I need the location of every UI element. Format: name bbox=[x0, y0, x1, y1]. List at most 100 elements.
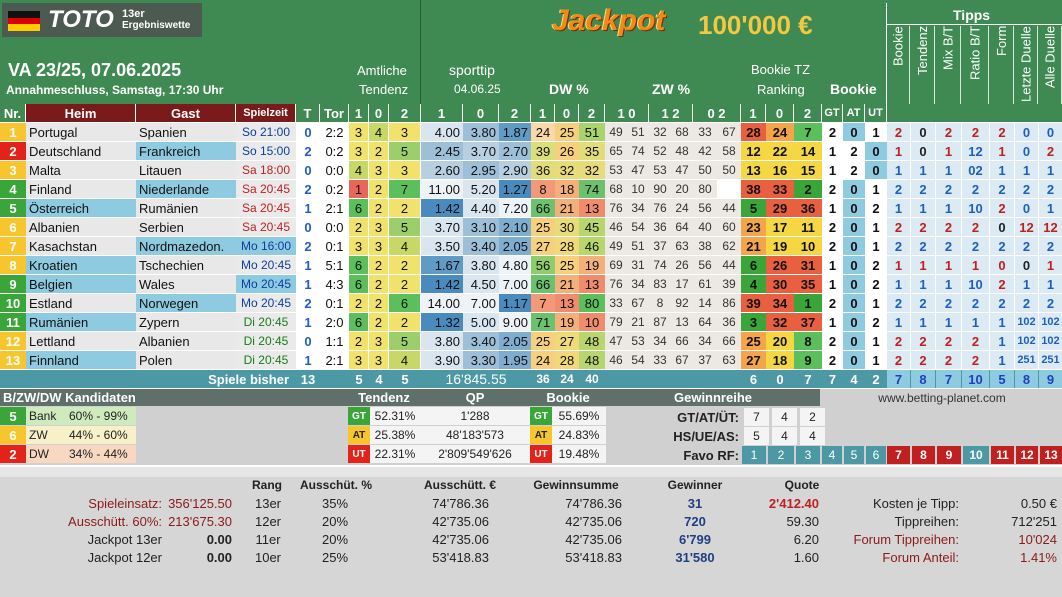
tipp-0: 2 bbox=[887, 294, 910, 312]
toto-logo: TOTO bbox=[48, 6, 114, 33]
away-team: Frankreich bbox=[136, 142, 236, 160]
table-row[interactable]: 7 Kasachstan Nordmazedon. Mo 16:00 2 0:1 3 3 4 3.… bbox=[0, 237, 1062, 256]
col-d0: 0 bbox=[555, 104, 579, 122]
zw-pct-1: 74 bbox=[627, 142, 649, 160]
bookie-group-2: 1 bbox=[865, 237, 887, 255]
favo-rf-11: 11 bbox=[991, 446, 1014, 464]
table-row[interactable]: 12 Lettland Albanien Di 20:45 0 1:1 2 3 5 3.80 3.4… bbox=[0, 332, 1062, 351]
zw-pct-0: 49 bbox=[605, 123, 627, 141]
table-row[interactable]: 1 Portugal Spanien So 21:00 0 2:2 3 4 3 4.00 3.80 1… bbox=[0, 123, 1062, 142]
bookie-tz-2: 36 bbox=[794, 199, 822, 217]
zw-pct-5: 44 bbox=[717, 199, 741, 217]
tipp-2: 1 bbox=[936, 313, 961, 331]
tipp-3: 2 bbox=[962, 332, 989, 350]
table-row[interactable]: 10 Estland Norwegen Mo 20:45 2 0:1 2 2 6 14.00 7.0… bbox=[0, 294, 1062, 313]
table-row[interactable]: 2 Deutschland Frankreich So 15:00 2 0:2 3 2 5 2.4… bbox=[0, 142, 1062, 161]
odds-2: 4.80 bbox=[499, 256, 531, 274]
table-row[interactable]: 8 Kroatien Tschechien Mo 20:45 1 5:1 6 2 2 1.67 3.… bbox=[0, 256, 1062, 275]
away-team: Albanien bbox=[136, 332, 236, 350]
bisher-tendenz-2: 5 bbox=[401, 371, 409, 387]
bookie-group-0: 2 bbox=[822, 294, 843, 312]
dw-pct-2: 51 bbox=[579, 123, 605, 141]
table-row[interactable]: 11 Rumänien Zypern Di 20:45 1 2:0 6 2 2 1.32 5.00 9… bbox=[0, 313, 1062, 332]
bookie-tz-1: 34 bbox=[766, 294, 794, 312]
odds-2: 2.05 bbox=[499, 332, 531, 350]
tipp-1: 2 bbox=[911, 218, 935, 236]
row-number: 3 bbox=[0, 161, 26, 179]
tendenz-value: 1 bbox=[296, 199, 320, 217]
bisher-g-0: 7 bbox=[828, 371, 837, 387]
tipp-0: 2 bbox=[887, 180, 910, 198]
odds-1: 5.20 bbox=[463, 180, 499, 198]
tipp-2: 2 bbox=[936, 294, 961, 312]
table-row[interactable]: 6 Albanien Serbien Sa 20:45 0 0:0 2 3 5 3.70 3.10 2… bbox=[0, 218, 1062, 237]
favo-rf-12: 12 bbox=[1016, 446, 1038, 464]
dw-pct-0: 71 bbox=[531, 313, 555, 331]
payout-gewinner: 720 bbox=[684, 514, 706, 529]
tipp-3: 2 bbox=[962, 294, 989, 312]
kickoff-time: Di 20:45 bbox=[236, 313, 296, 331]
tendenz-0: 2 bbox=[349, 218, 369, 236]
tipp-3: 10 bbox=[962, 199, 989, 217]
tipps-header-7: Alle Duelle bbox=[1039, 26, 1062, 104]
tipp-4: 1 bbox=[990, 161, 1014, 179]
col-s0: 0 bbox=[463, 104, 499, 122]
kickoff-time: So 21:00 bbox=[236, 123, 296, 141]
tipp-4: 1 bbox=[990, 142, 1014, 160]
payout-kosten-value: 0.50 € bbox=[1020, 496, 1057, 511]
tipp-5: 0 bbox=[1015, 142, 1038, 160]
odds-2: 2.70 bbox=[499, 142, 531, 160]
zw-pct-1: 21 bbox=[627, 313, 649, 331]
table-row[interactable]: 9 Belgien Wales Mo 20:45 1 4:3 6 2 2 1.42 4.50 7.00… bbox=[0, 275, 1062, 294]
tipp-0: 1 bbox=[887, 275, 910, 293]
bottom-topline bbox=[0, 467, 1062, 477]
col-tipps-spacer bbox=[887, 104, 1062, 122]
site-link[interactable]: www.betting-planet.com bbox=[878, 390, 1006, 405]
zw-pct-5: 44 bbox=[717, 256, 741, 274]
odds-1: 5.00 bbox=[463, 313, 499, 331]
tipp-6: 1 bbox=[1039, 199, 1062, 217]
bookie-tz-1: 24 bbox=[766, 123, 794, 141]
table-row[interactable]: 5 Österreich Rumänien Sa 20:45 1 2:1 6 2 2 1.42 4.… bbox=[0, 199, 1062, 218]
bisher-bt-2: 7 bbox=[804, 371, 812, 387]
zw-pct-2: 53 bbox=[649, 161, 671, 179]
table-row[interactable]: 13 Finnland Polen Di 20:45 1 2:1 3 3 4 3.90 3.30 1.… bbox=[0, 351, 1062, 370]
odds-0: 3.70 bbox=[421, 218, 463, 236]
zw-pct-5: 50 bbox=[717, 161, 741, 179]
gewinnreihe-value: 4 bbox=[772, 408, 797, 426]
dw-pct-2: 48 bbox=[579, 351, 605, 369]
tipps-label: Tipps bbox=[953, 7, 991, 23]
tipp-5: 1 bbox=[1015, 161, 1038, 179]
gewinnreihe-value: 4 bbox=[772, 427, 797, 445]
bisher-count: 13 bbox=[300, 371, 316, 387]
score: 5:1 bbox=[320, 256, 349, 274]
odds-1: 3.40 bbox=[463, 332, 499, 350]
payout-quote: 59.30 bbox=[786, 514, 819, 529]
zw-pct-3: 17 bbox=[671, 275, 693, 293]
bookie-group-2: 2 bbox=[865, 199, 887, 217]
kandidat-count: 5 bbox=[0, 407, 26, 425]
payout-col-header: Quote bbox=[784, 478, 820, 492]
bookie-group-1: 0 bbox=[843, 180, 865, 198]
bookie-tz-1: 19 bbox=[766, 237, 794, 255]
payout-rang: 12er bbox=[254, 514, 282, 529]
col-z10: 1 0 bbox=[605, 104, 649, 122]
zw-pct-1: 47 bbox=[627, 161, 649, 179]
payout-col-header: Gewinner bbox=[667, 478, 723, 492]
odds-1: 3.30 bbox=[463, 351, 499, 369]
bisher-dw-1: 24 bbox=[560, 372, 574, 386]
table-row[interactable]: 3 Malta Litauen Sa 18:00 0 0:0 4 3 3 2.60 2.95 2.90… bbox=[0, 161, 1062, 180]
tipp-2: 1 bbox=[936, 275, 961, 293]
payout-value: 0.00 bbox=[206, 550, 232, 565]
table-row[interactable]: 4 Finland Niederlande Sa 20:45 2 0:2 1 2 7 11.00 5… bbox=[0, 180, 1062, 199]
bisher-dw-2: 40 bbox=[585, 372, 599, 386]
col-t1: 1 bbox=[349, 104, 369, 122]
kandidat-range: 60% - 99% bbox=[66, 407, 136, 425]
odds-0: 3.50 bbox=[421, 237, 463, 255]
favo-rf-8: 8 bbox=[912, 446, 935, 464]
payout-value: 356'125.50 bbox=[168, 496, 232, 511]
zw-pct-3: 67 bbox=[671, 351, 693, 369]
tipp-5: 2 bbox=[1015, 237, 1038, 255]
payout-gewinnsumme: 53'418.83 bbox=[565, 550, 622, 565]
zw-pct-3: 63 bbox=[671, 237, 693, 255]
